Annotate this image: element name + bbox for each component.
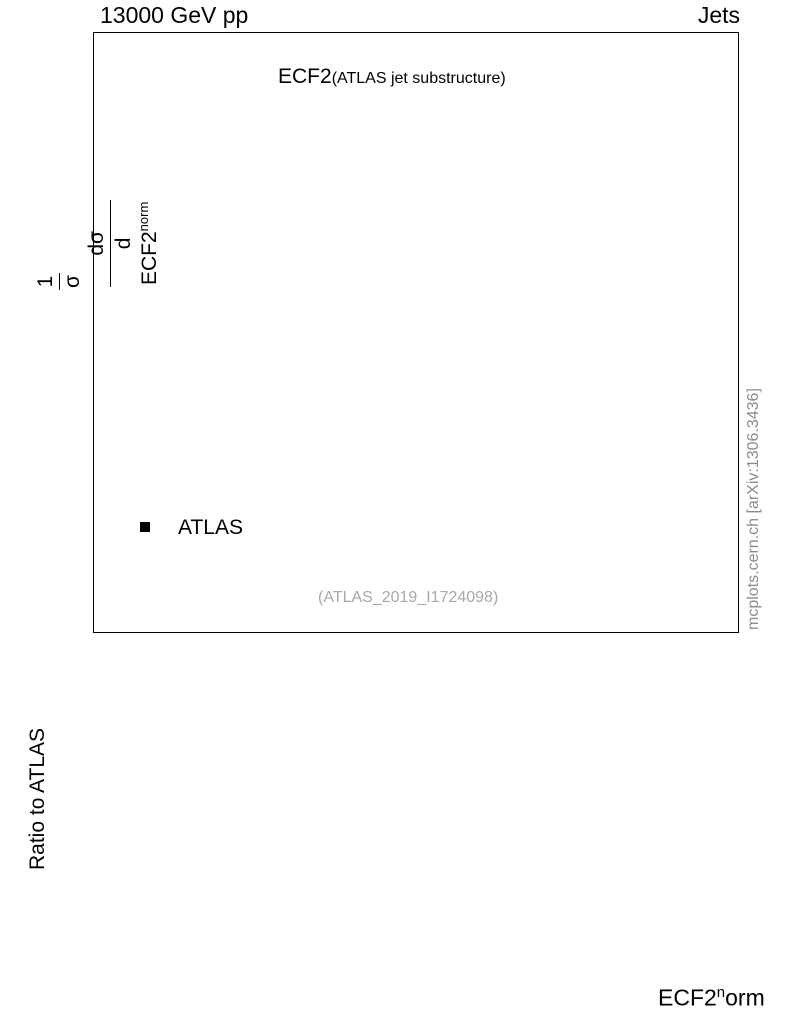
- y-label-frac-num: dσ: [85, 231, 108, 256]
- header-beam-label: 13000 GeV pp: [100, 2, 249, 28]
- main-plot-panel: [93, 32, 739, 633]
- legend-marker-atlas: [140, 522, 150, 533]
- ratio-axis-label: Ratio to ATLAS: [26, 727, 49, 870]
- plot-title: ECF2(ATLAS jet substructure): [278, 66, 506, 87]
- header-category-label: Jets: [697, 2, 740, 28]
- x-axis-title: ECF2norm: [658, 984, 765, 1011]
- plot-title-main: ECF2: [278, 65, 332, 88]
- plot-title-sub: (ATLAS jet substructure): [331, 70, 506, 87]
- legend-label-atlas: ATLAS: [178, 515, 243, 539]
- legend: ATLAS: [140, 516, 243, 538]
- analysis-id-watermark: (ATLAS_2019_I1724098): [318, 589, 499, 606]
- y-label-outer-den: σ: [61, 275, 84, 288]
- y-axis-label: 1 σ dσ d ECF2norm: [4, 30, 161, 330]
- y-label-outer-num: 1: [34, 275, 57, 288]
- y-label-frac-den: d ECF2norm: [112, 201, 161, 285]
